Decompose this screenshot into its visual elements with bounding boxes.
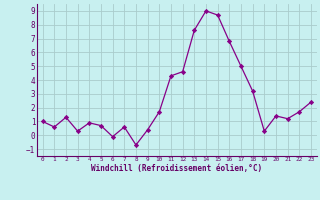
X-axis label: Windchill (Refroidissement éolien,°C): Windchill (Refroidissement éolien,°C) (91, 164, 262, 173)
